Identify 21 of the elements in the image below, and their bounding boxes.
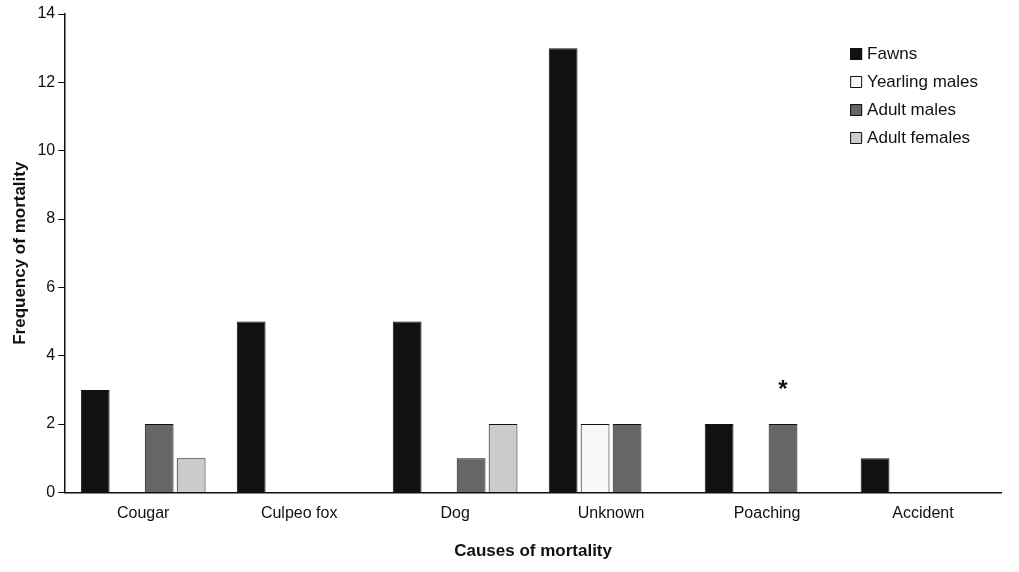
legend-label: Adult females xyxy=(867,127,971,147)
legend-label: Fawns xyxy=(867,43,918,63)
x-tick-label: Poaching xyxy=(733,504,801,522)
x-tick-label: Dog xyxy=(440,504,470,522)
legend-label: Yearling males xyxy=(867,71,979,91)
x-axis-title: Causes of mortality xyxy=(454,541,613,561)
annotation: * xyxy=(778,374,789,402)
y-tick-label: 0 xyxy=(46,482,56,500)
x-tick-label: Unknown xyxy=(577,504,645,522)
y-tick-label: 14 xyxy=(37,4,56,22)
y-tick-label: 2 xyxy=(46,414,56,432)
legend-label: Adult males xyxy=(867,99,956,119)
y-tick-label: 4 xyxy=(46,346,56,364)
x-tick-label: Culpeo fox xyxy=(260,504,338,522)
y-tick-label: 6 xyxy=(46,277,56,295)
y-tick-label: 10 xyxy=(37,141,56,159)
x-tick-label: Accident xyxy=(892,504,955,522)
x-tick-label: Cougar xyxy=(116,504,171,522)
y-tick-label: 12 xyxy=(37,72,56,90)
y-axis-title: Frequency of mortality xyxy=(9,161,29,345)
y-tick-label: 8 xyxy=(46,209,56,227)
